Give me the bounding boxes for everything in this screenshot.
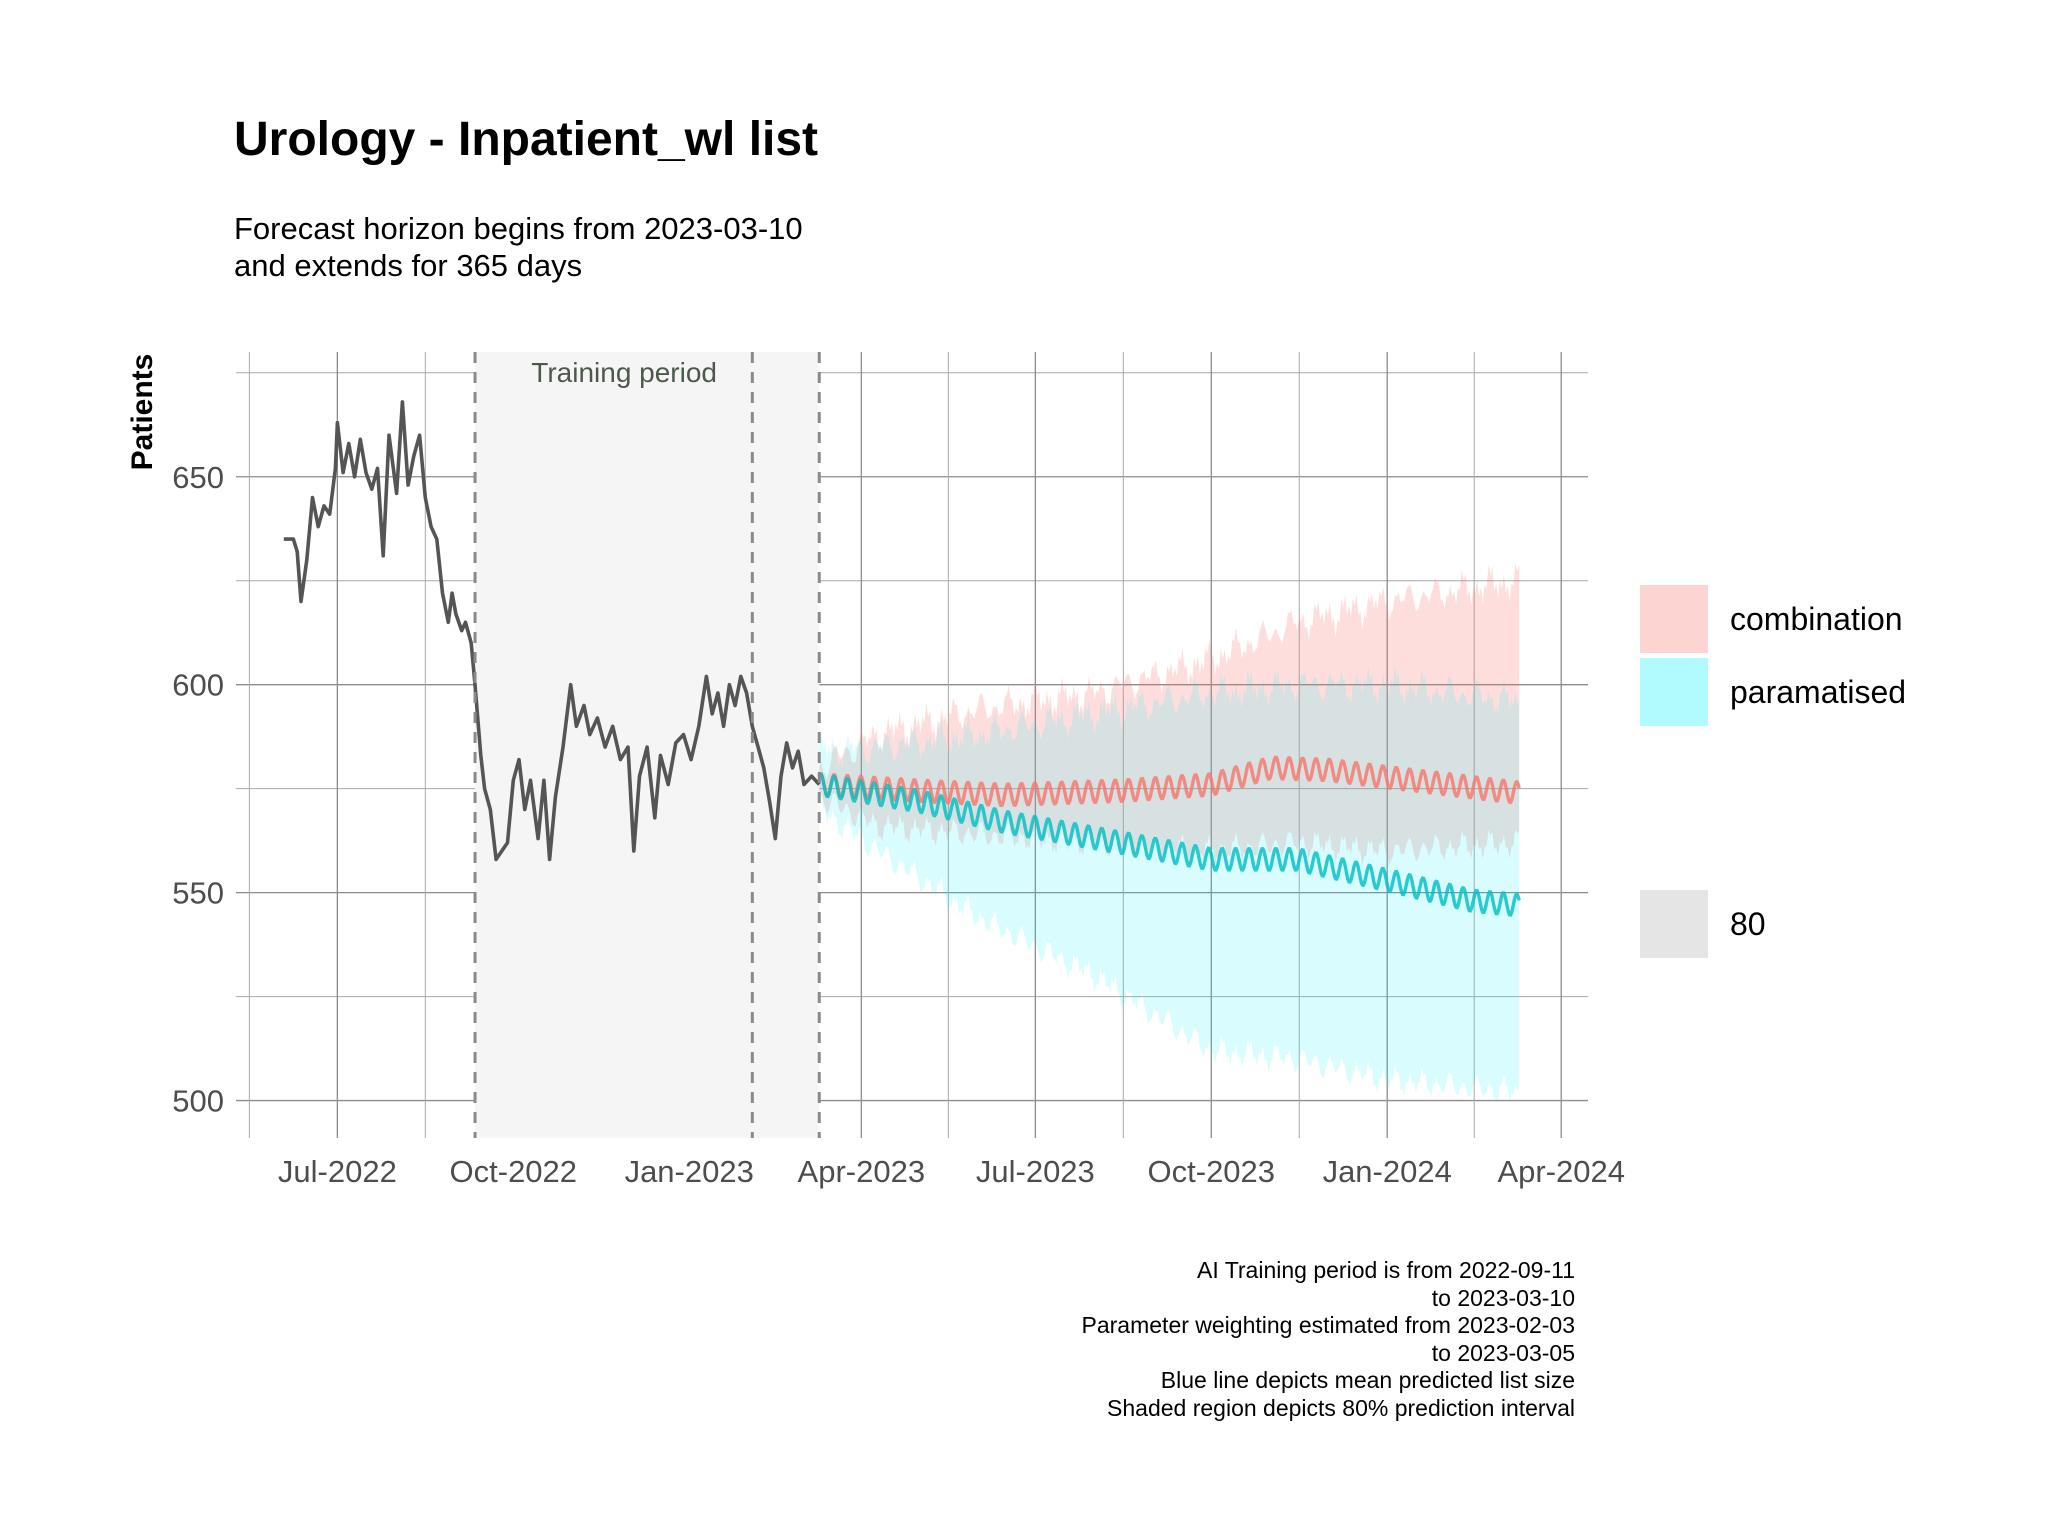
x-tick-label: Oct-2022 — [450, 1154, 578, 1189]
grid — [236, 352, 1588, 1138]
chart-subtitle: Forecast horizon begins from 2023-03-10 … — [234, 210, 803, 284]
y-axis-title: Patients — [126, 354, 159, 471]
training-period-shading — [475, 352, 820, 1138]
legend-item-combination: combination — [1640, 585, 1903, 653]
x-tick-label: Jul-2023 — [976, 1154, 1095, 1189]
caption-line-6: Shaded region depicts 80% prediction int… — [1107, 1394, 1575, 1421]
y-tick-label: 600 — [172, 668, 224, 703]
caption-line-5: Blue line depicts mean predicted list si… — [1160, 1367, 1575, 1393]
x-tick-label: Apr-2023 — [798, 1154, 926, 1189]
history-line — [283, 400, 821, 862]
legend-item-interval: 80 — [1640, 890, 1766, 958]
legend-item-paramatised: paramatised — [1640, 658, 1906, 726]
axes: 500 550 600 650 Jul-2022 Oct-2022 Jan-2023 Apr-… — [126, 354, 1625, 1189]
caption-line-3: Parameter weighting estimated from 2023-… — [1081, 1312, 1575, 1338]
legend-label-combination: combination — [1730, 600, 1903, 637]
subtitle-line-1: Forecast horizon begins from 2023-03-10 — [234, 211, 803, 246]
forecast-means — [817, 755, 1521, 917]
interval-band-combination — [819, 563, 1520, 867]
x-tick-label: Apr-2024 — [1497, 1154, 1625, 1189]
legend-label-paramatised: paramatised — [1730, 673, 1907, 710]
x-tick-label: Jan-2024 — [1323, 1154, 1452, 1189]
caption-line-4: to 2023-03-05 — [1431, 1339, 1575, 1366]
legend-label-interval: 80 — [1730, 905, 1766, 942]
legend-key-interval — [1640, 890, 1708, 958]
caption-line-2: to 2023-03-10 — [1431, 1284, 1575, 1311]
interval-band-paramatised — [819, 664, 1520, 1102]
chart-title: Urology - Inpatient_wl list — [234, 113, 819, 166]
y-tick-label: 550 — [172, 876, 224, 911]
mean-line-paramatised — [817, 772, 1521, 917]
legend-key-combination — [1640, 585, 1708, 653]
forecast-intervals — [819, 563, 1520, 1102]
legend-key-paramatised — [1640, 658, 1708, 726]
x-tick-label: Oct-2023 — [1148, 1154, 1276, 1189]
training-period-label: Training period — [531, 357, 717, 388]
x-tick-label: Jul-2022 — [278, 1154, 397, 1189]
y-tick-label: 500 — [172, 1084, 224, 1119]
mean-line-combination — [817, 755, 1521, 807]
x-tick-label: Jan-2023 — [625, 1154, 754, 1189]
y-tick-label: 650 — [172, 460, 224, 495]
subtitle-line-2: and extends for 365 days — [234, 248, 583, 283]
caption-line-1: AI Training period is from 2022-09-11 — [1197, 1257, 1575, 1283]
chart-caption: AI Training period is from 2022-09-11 to… — [675, 1257, 1575, 1422]
